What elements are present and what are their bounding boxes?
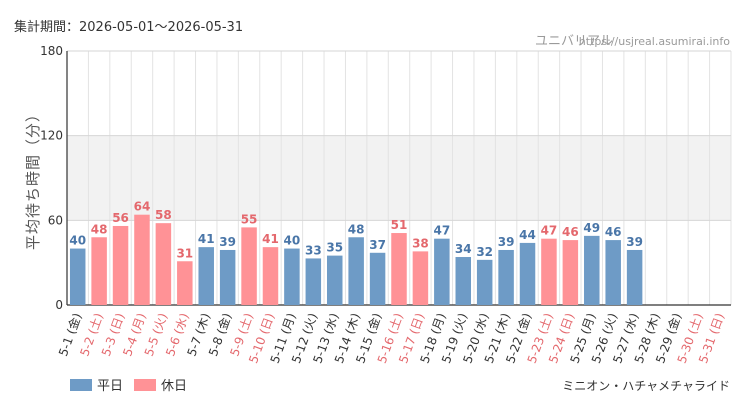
value-label: 39 [626,235,643,249]
value-label: 39 [219,235,236,249]
value-label: 56 [112,211,129,225]
value-label: 44 [519,228,536,242]
bar [241,227,257,305]
y-tick-label: 180 [40,44,63,58]
value-label: 51 [391,218,408,232]
bar [584,235,600,305]
bar [198,247,214,305]
value-label: 48 [91,222,108,236]
bar [112,225,129,305]
period-label: 集計期間：2026-05-01～2026-05-31 [14,19,243,35]
bar [305,258,322,305]
value-label: 34 [455,242,472,256]
legend-swatch-holiday [134,379,156,391]
value-label: 46 [562,225,579,239]
value-label: 48 [348,222,365,236]
bar [519,242,536,305]
legend: 平日 休日 [70,379,187,394]
value-label: 39 [498,235,515,249]
bar [284,248,300,305]
y-tick-labels: 0 60 120 180 [40,44,63,312]
bar [219,249,236,305]
value-label: 64 [134,200,151,214]
bar [155,223,172,305]
legend-label-weekday: 平日 [97,379,123,394]
bar [262,247,279,305]
value-label: 40 [284,234,301,248]
value-label: 37 [369,238,386,252]
value-label: 33 [305,243,322,257]
bar [498,249,514,305]
value-label: 41 [198,232,215,246]
bar [434,238,450,305]
site-name: ユニバリアル [535,34,613,49]
legend-swatch-weekday [70,379,92,391]
legend-label-holiday: 休日 [161,379,187,394]
bars [69,214,643,305]
plot-band [67,135,731,221]
bar [412,251,429,305]
bar [541,238,557,305]
bar [177,261,193,305]
bar [326,255,343,305]
value-labels: 40 48 56 64 58 31 41 39 55 41 40 33 35 48 37 51 38 47 34 32… [69,200,643,261]
bar [562,240,579,305]
bar [626,249,643,305]
value-label: 31 [176,246,193,260]
y-axis-label: 平均待ち時間（分） [24,106,42,250]
attraction-name: ミニオン・ハチャメチャライド [562,379,730,393]
y-tick-label: 0 [55,298,63,312]
value-label: 46 [605,225,622,239]
x-tick-labels: 5-1 (金)5-2 (土)5-3 (日)5-4 (月)5-5 (火)5-6 (… [55,311,727,365]
site-url: https://usjreal.asumirai.info [579,35,730,48]
plot-background [67,135,731,221]
value-label: 35 [326,241,343,255]
bar [476,259,493,305]
value-label: 47 [433,224,450,238]
value-label: 41 [262,232,279,246]
bar [348,237,364,305]
bar [91,237,107,305]
bar [69,248,86,305]
y-tick-label: 120 [40,129,63,143]
bar [369,252,386,305]
value-label: 55 [241,212,258,226]
value-label: 58 [155,208,172,222]
value-label: 47 [541,224,558,238]
value-label: 49 [583,221,600,235]
y-tick-label: 60 [48,213,63,227]
value-label: 40 [69,234,86,248]
bar [391,233,407,305]
value-label: 38 [412,236,429,250]
value-label: 32 [476,245,493,259]
bar [605,240,621,305]
bar [134,214,150,305]
bar [455,257,472,305]
